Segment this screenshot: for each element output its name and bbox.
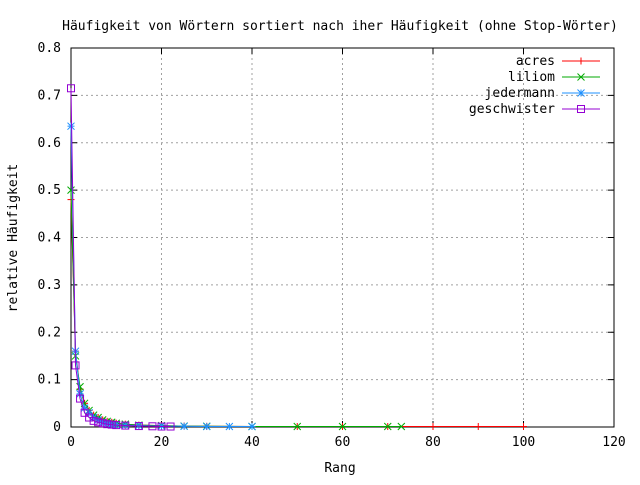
data-point [577, 73, 585, 81]
x-tick-label: 100 [512, 435, 535, 450]
legend-entry: acres [516, 54, 600, 69]
y-tick-label: 0.1 [38, 373, 61, 388]
series-geschwister [67, 84, 175, 431]
y-tick-label: 0.3 [38, 278, 61, 293]
y-tick-label: 0.2 [38, 325, 61, 340]
legend-label: geschwister [469, 102, 555, 117]
data-point [383, 422, 392, 431]
y-tick-label: 0.7 [38, 88, 61, 103]
chart-title: Häufigkeit von Wörtern sortiert nach ihe… [62, 19, 618, 34]
data-point [157, 422, 166, 431]
y-tick-label: 0.5 [38, 183, 61, 198]
x-tick-label: 80 [425, 435, 441, 450]
data-point [134, 422, 143, 431]
data-point [166, 422, 175, 431]
data-point [67, 186, 75, 194]
y-tick-label: 0 [53, 420, 61, 435]
x-tick-label: 40 [244, 435, 260, 450]
x-tick-label: 120 [602, 435, 625, 450]
data-point [397, 422, 406, 431]
data-point [429, 423, 437, 431]
legend-entry: geschwister [469, 102, 600, 117]
x-tick-label: 60 [335, 435, 351, 450]
data-point [112, 421, 121, 430]
data-point [474, 423, 482, 431]
data-point [89, 416, 98, 425]
data-point [94, 418, 103, 427]
data-point [148, 422, 157, 431]
legend-label: liliom [508, 70, 555, 85]
legend-label: acres [516, 54, 555, 69]
data-point [577, 89, 585, 97]
series-line [70, 88, 171, 427]
data-point [577, 105, 585, 113]
data-point [293, 422, 302, 431]
data-point [67, 122, 75, 131]
legend-label: jedermann [485, 86, 555, 101]
y-axis-label: relative Häufigkeit [6, 164, 21, 313]
data-point [107, 420, 116, 429]
data-point [180, 422, 188, 431]
data-point [121, 421, 130, 430]
data-point [103, 420, 112, 429]
data-point [71, 361, 80, 370]
data-point [76, 394, 85, 403]
x-tick-label: 20 [154, 435, 170, 450]
y-tick-label: 0.8 [38, 41, 61, 56]
y-tick-label: 0.6 [38, 136, 61, 151]
data-point [67, 84, 75, 93]
data-point [80, 408, 89, 417]
data-point [202, 422, 211, 431]
data-point [98, 419, 107, 428]
legend-entry: liliom [508, 70, 600, 85]
data-point [520, 423, 527, 431]
data-point [577, 57, 585, 65]
data-point [225, 422, 234, 431]
data-point [248, 422, 256, 431]
x-axis-label: Rang [324, 461, 355, 476]
legend-entry: jedermann [485, 86, 600, 101]
x-tick-label: 0 [67, 435, 75, 450]
y-tick-label: 0.4 [38, 231, 62, 246]
data-point [338, 422, 347, 431]
